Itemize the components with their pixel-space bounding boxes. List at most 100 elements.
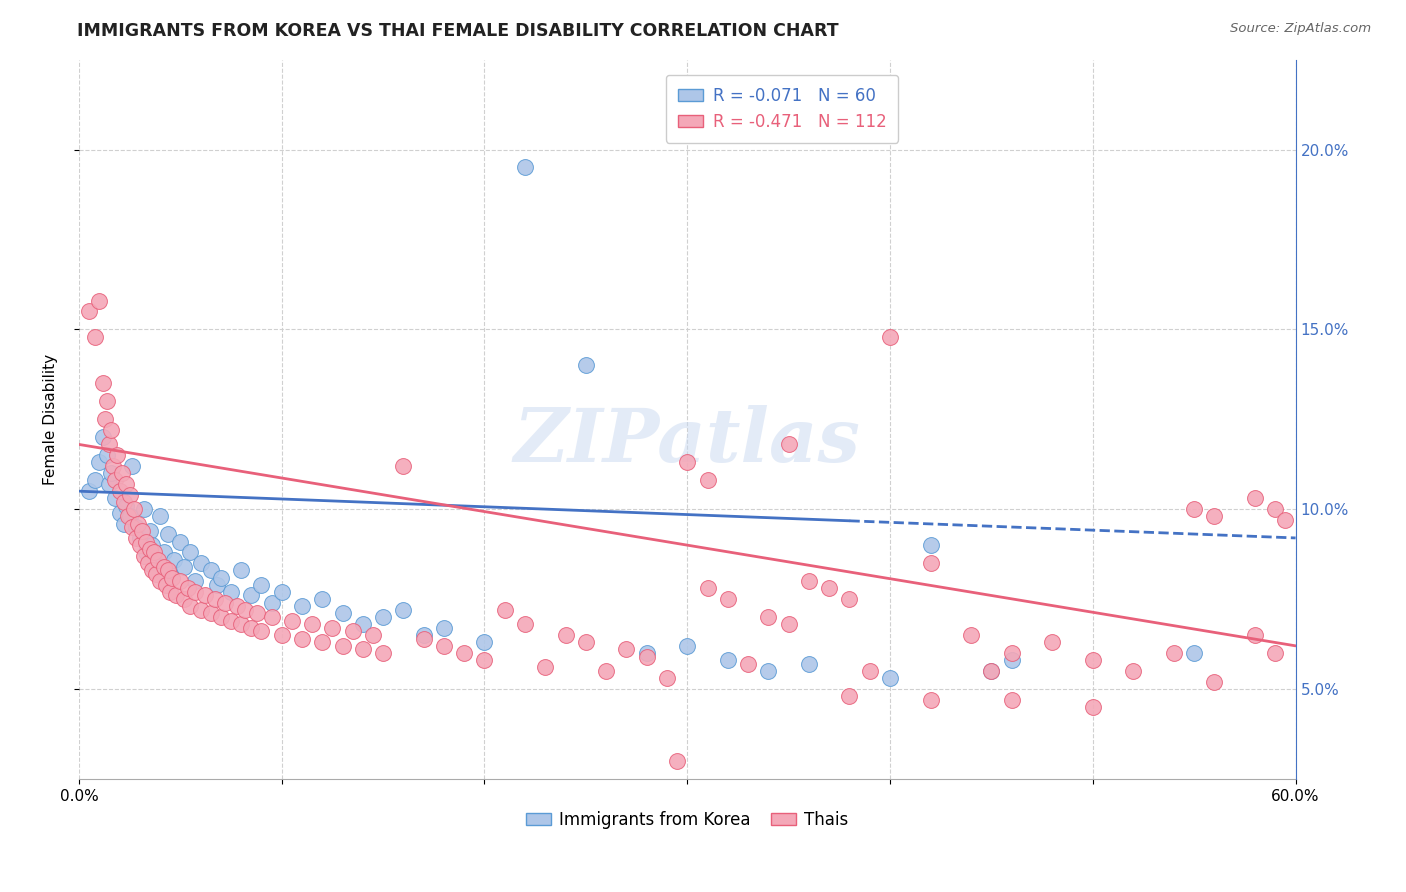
Point xyxy=(778,617,800,632)
Point xyxy=(980,664,1002,678)
Point xyxy=(778,437,800,451)
Point xyxy=(474,635,496,649)
Point xyxy=(205,577,228,591)
Point xyxy=(920,693,942,707)
Point xyxy=(104,491,127,506)
Point xyxy=(149,509,172,524)
Point xyxy=(233,603,256,617)
Point xyxy=(153,559,176,574)
Point xyxy=(183,585,205,599)
Point xyxy=(91,376,114,391)
Point xyxy=(173,592,195,607)
Point xyxy=(179,599,201,614)
Point xyxy=(342,624,364,639)
Point xyxy=(103,458,125,473)
Point xyxy=(666,754,689,768)
Point xyxy=(118,488,141,502)
Point xyxy=(554,628,576,642)
Point xyxy=(194,589,217,603)
Point xyxy=(494,603,516,617)
Point xyxy=(1122,664,1144,678)
Point xyxy=(960,628,983,642)
Point xyxy=(433,639,456,653)
Point xyxy=(94,412,117,426)
Point xyxy=(100,423,122,437)
Point xyxy=(226,599,249,614)
Point xyxy=(240,621,263,635)
Point xyxy=(676,455,699,469)
Point xyxy=(125,520,148,534)
Point xyxy=(84,474,107,488)
Point xyxy=(132,549,155,563)
Point xyxy=(513,617,536,632)
Point xyxy=(453,646,475,660)
Point xyxy=(332,607,354,621)
Point xyxy=(332,639,354,653)
Point xyxy=(1274,513,1296,527)
Point xyxy=(139,524,162,538)
Point xyxy=(321,621,343,635)
Point xyxy=(204,592,226,607)
Y-axis label: Female Disability: Female Disability xyxy=(44,354,58,485)
Point xyxy=(1244,491,1267,506)
Point xyxy=(214,596,236,610)
Point xyxy=(104,474,127,488)
Point xyxy=(838,592,860,607)
Point xyxy=(534,660,557,674)
Point xyxy=(84,329,107,343)
Point xyxy=(412,628,434,642)
Point xyxy=(717,592,740,607)
Point xyxy=(132,502,155,516)
Point xyxy=(1204,509,1226,524)
Point xyxy=(1264,646,1286,660)
Point xyxy=(371,610,394,624)
Point xyxy=(1081,653,1104,667)
Point xyxy=(1001,653,1024,667)
Point xyxy=(159,566,181,581)
Point xyxy=(737,657,759,671)
Point xyxy=(143,545,166,559)
Point xyxy=(696,582,718,596)
Point xyxy=(231,617,253,632)
Point xyxy=(190,603,212,617)
Point xyxy=(141,563,163,577)
Point xyxy=(139,541,162,556)
Point xyxy=(98,437,121,451)
Point xyxy=(240,589,263,603)
Point xyxy=(219,614,242,628)
Point xyxy=(980,664,1002,678)
Point xyxy=(145,566,167,581)
Point xyxy=(250,577,273,591)
Point xyxy=(183,574,205,588)
Point xyxy=(1163,646,1185,660)
Point xyxy=(392,458,415,473)
Point xyxy=(135,534,157,549)
Point xyxy=(114,499,136,513)
Point xyxy=(361,628,384,642)
Point xyxy=(636,646,658,660)
Point xyxy=(131,524,153,538)
Point xyxy=(756,610,779,624)
Point xyxy=(146,552,169,566)
Point xyxy=(110,467,132,481)
Point xyxy=(1244,628,1267,642)
Point xyxy=(797,574,820,588)
Point xyxy=(920,538,942,552)
Point xyxy=(231,563,253,577)
Point xyxy=(160,570,183,584)
Point xyxy=(838,689,860,703)
Point xyxy=(291,632,314,646)
Point xyxy=(145,556,167,570)
Point xyxy=(756,664,779,678)
Point xyxy=(246,607,269,621)
Point xyxy=(165,589,187,603)
Point xyxy=(200,607,222,621)
Point xyxy=(100,467,122,481)
Point xyxy=(433,621,456,635)
Point xyxy=(260,610,283,624)
Point xyxy=(125,531,148,545)
Point xyxy=(311,635,333,649)
Point xyxy=(575,359,598,373)
Point xyxy=(157,527,180,541)
Point xyxy=(797,657,820,671)
